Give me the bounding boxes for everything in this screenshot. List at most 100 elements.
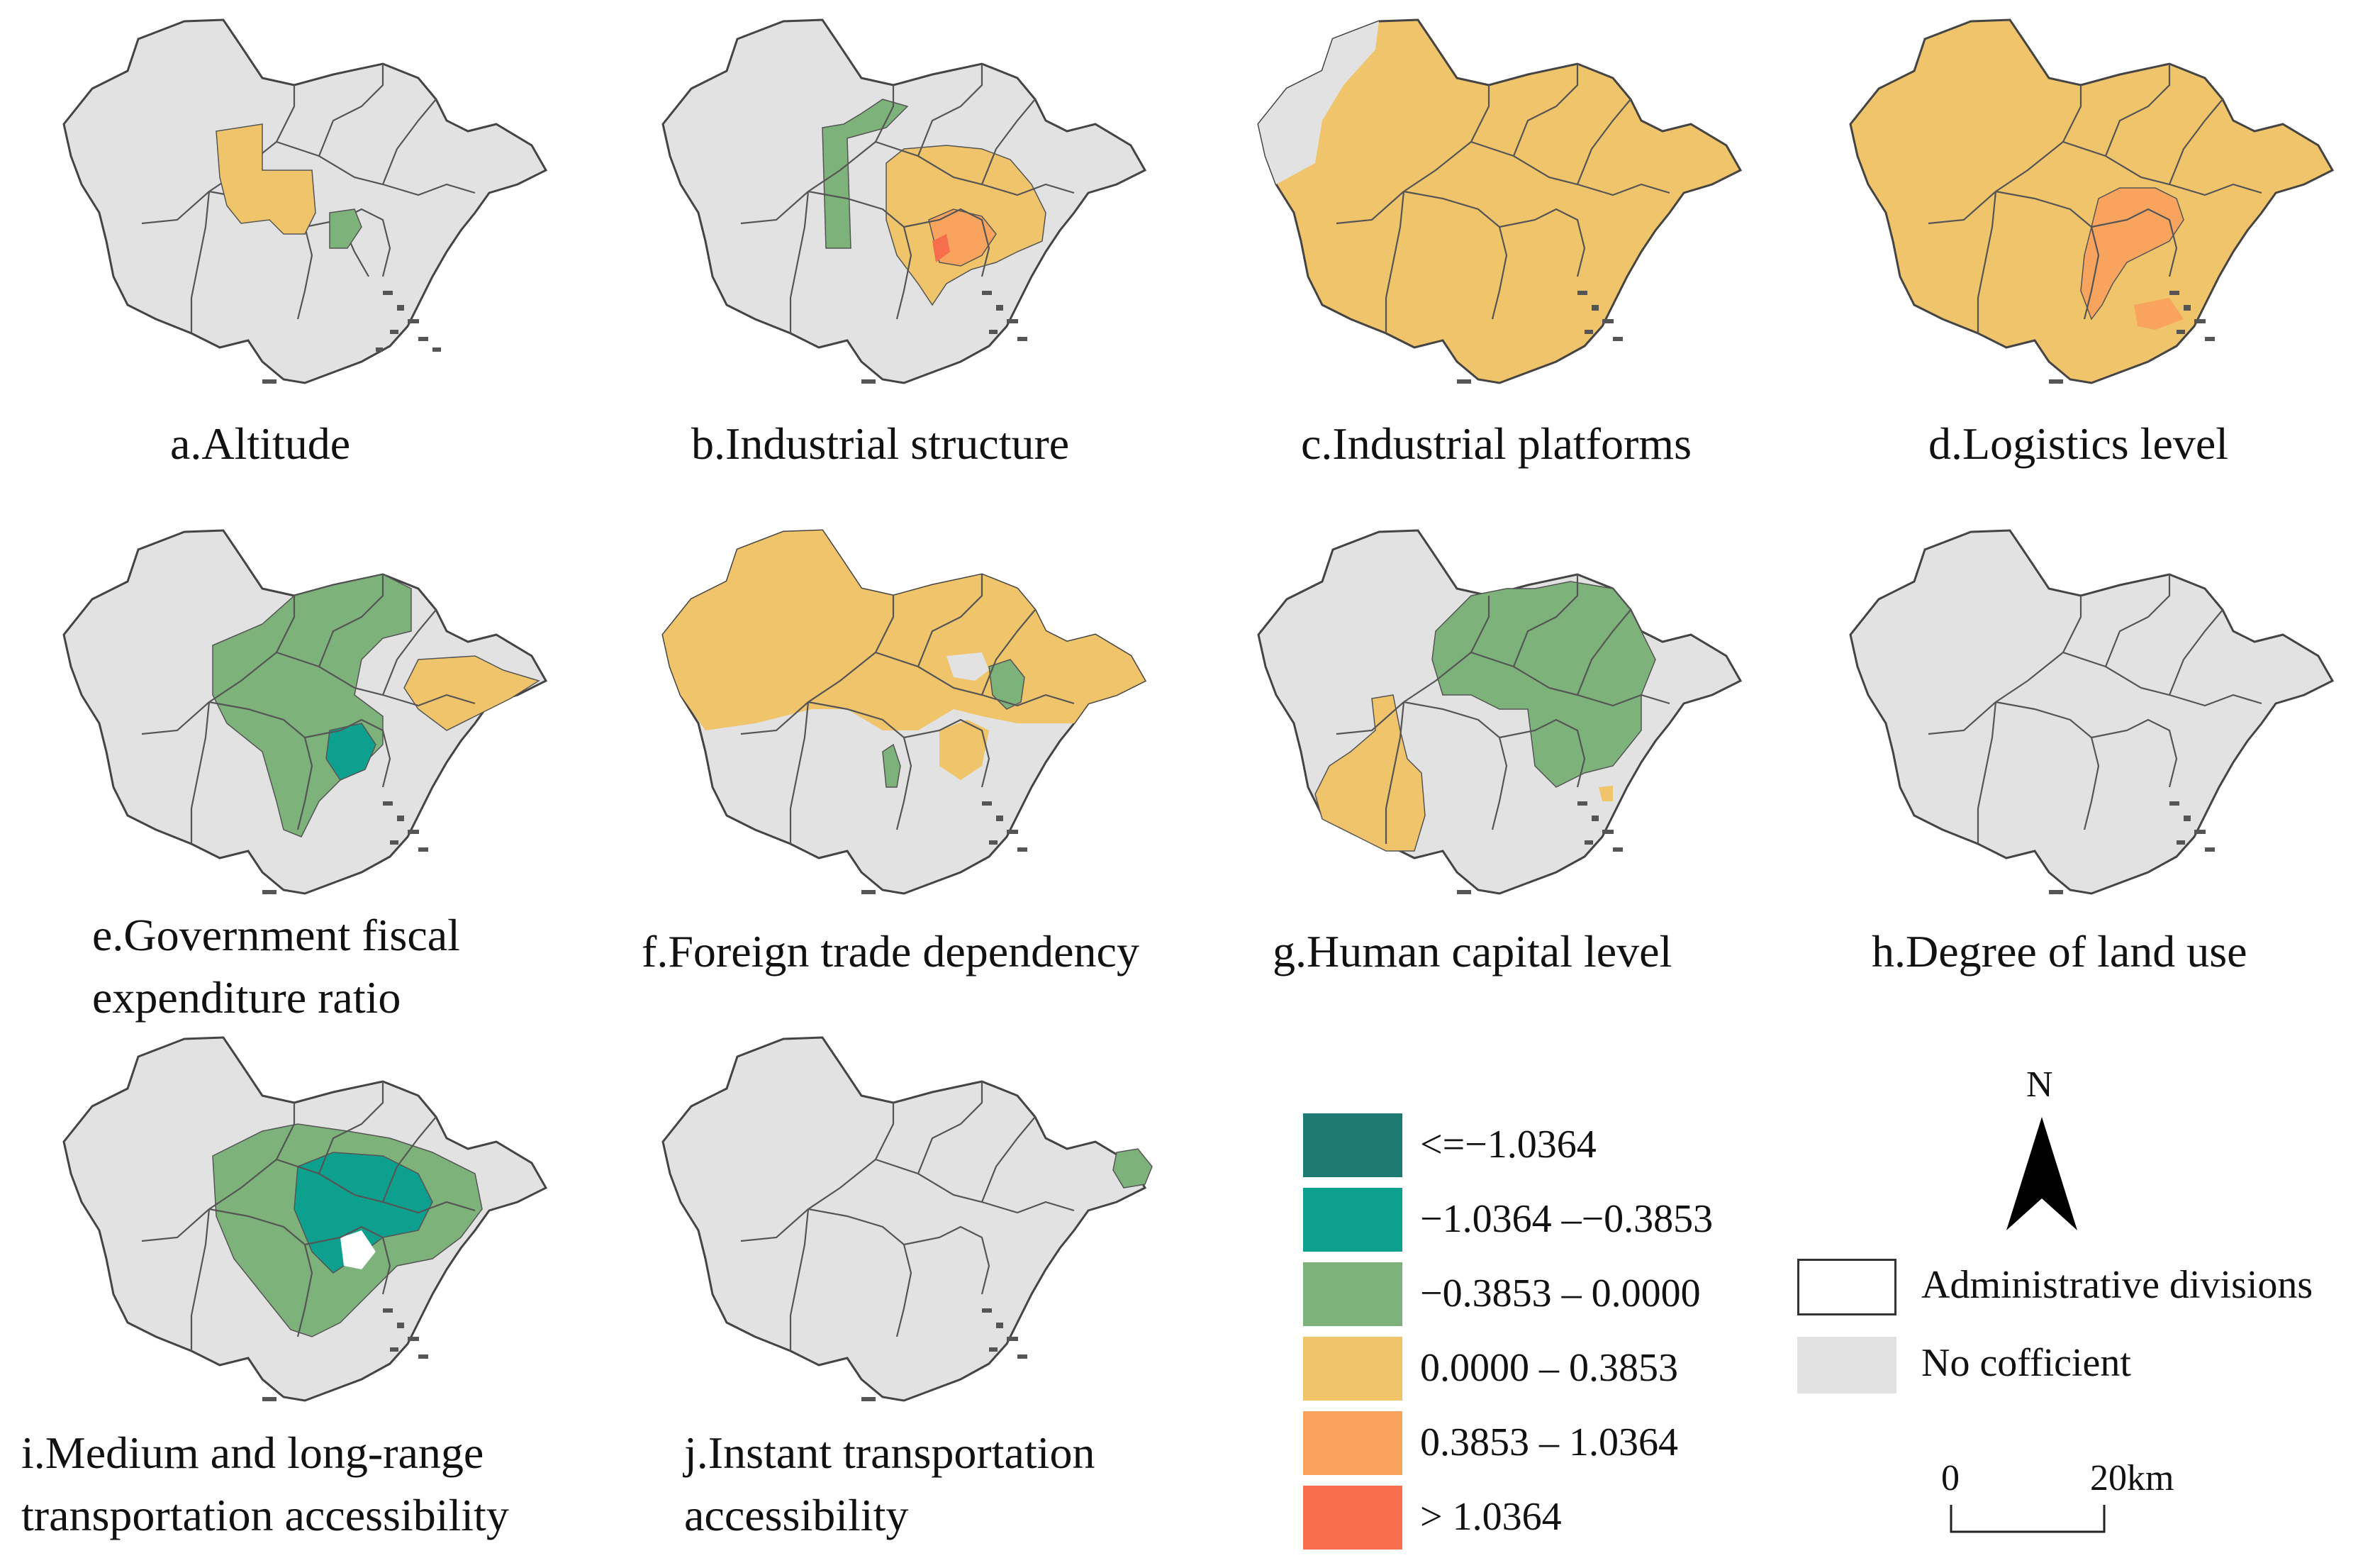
map-degree-of-land-use xyxy=(1849,529,2335,895)
admin-boundaries xyxy=(141,574,476,844)
islands xyxy=(262,801,428,894)
north-arrow: N xyxy=(1999,1064,2084,1241)
legend-label: > 1.0364 xyxy=(1420,1495,1562,1539)
scale-end-value: 20 xyxy=(2090,1458,2127,1498)
region-base xyxy=(1257,18,1743,384)
caption-line: d.Logistics level xyxy=(1928,418,2229,469)
scale-start-label: 0 xyxy=(1941,1458,1960,1498)
coefficient-surface xyxy=(1112,1148,1153,1189)
north-arrow-icon xyxy=(2006,1117,2077,1230)
map-panel-human-capital-level: g.Human capital level xyxy=(1237,518,1818,986)
legend-swatch xyxy=(1303,1113,1402,1177)
caption-line: g.Human capital level xyxy=(1273,926,1672,976)
map-altitude xyxy=(62,18,548,384)
panel-caption: h.Degree of land use xyxy=(1872,920,2247,983)
islands xyxy=(262,1308,428,1401)
legend-label: −1.0364 –−0.3853 xyxy=(1420,1197,1714,1241)
islands xyxy=(1457,291,1623,384)
map-panel-instant-transportation-accessibility: j.Instant transportation accessibility xyxy=(642,1025,1223,1549)
region-base xyxy=(1849,529,2335,895)
islands xyxy=(861,801,1027,894)
panel-caption: d.Logistics level xyxy=(1928,413,2228,475)
map-industrial-platforms xyxy=(1257,18,1743,384)
map-panel-logistics-level: d.Logistics level xyxy=(1829,7,2380,475)
map-panel-industrial-platforms: c.Industrial platforms xyxy=(1237,7,1818,475)
caption-line: h.Degree of land use xyxy=(1872,926,2247,976)
admin-boundaries xyxy=(1928,64,2262,333)
region-base xyxy=(1849,18,2335,384)
caption-line: accessibility xyxy=(684,1490,909,1540)
islands xyxy=(2049,801,2215,894)
coefficient-surface xyxy=(882,652,1025,788)
no-coefficient-swatch xyxy=(1797,1337,1896,1393)
panel-caption: a.Altitude xyxy=(170,413,350,475)
caption-line: j.Instant transportation xyxy=(684,1428,1095,1478)
admin-boundaries xyxy=(740,64,1075,333)
panel-caption: f.Foreign trade dependency xyxy=(642,920,1139,983)
no-coefficient-label: No cofficient xyxy=(1921,1341,2131,1385)
legend-label: 0.3853 – 1.0364 xyxy=(1420,1420,1678,1464)
admin-boundaries xyxy=(1336,574,1670,844)
region-base xyxy=(1257,529,1743,895)
legend-label: <=−1.0364 xyxy=(1420,1123,1597,1167)
map-panel-government-fiscal-expenditure: e.Government fiscal expenditure ratio xyxy=(43,518,624,1028)
scale-bar: 0 20km xyxy=(1935,1457,2219,1542)
map-panel-foreign-trade-dependency: f.Foreign trade dependency xyxy=(642,518,1223,986)
islands xyxy=(1457,801,1623,894)
scale-bar-line xyxy=(1950,1505,2106,1533)
panel-caption: i.Medium and long-range transportation a… xyxy=(21,1422,509,1547)
coefficient-surface xyxy=(216,123,362,249)
map-foreign-trade-dependency xyxy=(661,529,1147,895)
islands xyxy=(262,291,441,384)
map-panel-medium-long-range-accessibility: i.Medium and long-range transportation a… xyxy=(21,1025,624,1549)
panel-caption: b.Industrial structure xyxy=(691,413,1069,475)
legend-swatch xyxy=(1303,1188,1402,1252)
region-base xyxy=(661,529,1147,895)
map-human-capital-level xyxy=(1257,529,1743,895)
caption-line: i.Medium and long-range xyxy=(21,1428,484,1478)
coefficient-surface xyxy=(2080,187,2184,330)
legend-swatch xyxy=(1303,1411,1402,1475)
admin-boundaries xyxy=(1928,574,2262,844)
admin-boundaries xyxy=(740,574,1075,844)
islands xyxy=(2049,291,2215,384)
north-label: N xyxy=(2026,1064,2053,1105)
caption-line: f.Foreign trade dependency xyxy=(642,926,1139,976)
coefficient-surface xyxy=(212,574,540,838)
map-panel-altitude: a.Altitude xyxy=(43,7,624,475)
caption-line: a.Altitude xyxy=(170,418,351,469)
admin-boundaries xyxy=(141,1081,476,1351)
legend-swatch xyxy=(1303,1337,1402,1401)
legend-label: −0.3853 – 0.0000 xyxy=(1420,1272,1701,1315)
scale-end-label: 20km xyxy=(2090,1457,2174,1499)
caption-line: expenditure ratio xyxy=(92,972,401,1023)
admin-boundaries xyxy=(740,1081,1075,1351)
caption-line: e.Government fiscal xyxy=(92,910,460,960)
map-government-fiscal-expenditure xyxy=(62,529,548,895)
map-industrial-structure xyxy=(661,18,1147,384)
map-instant-transportation-accessibility xyxy=(661,1036,1153,1402)
map-logistics-level xyxy=(1849,18,2335,384)
scale-unit: km xyxy=(2127,1458,2174,1498)
map-medium-long-range-accessibility xyxy=(62,1036,548,1402)
caption-line: b.Industrial structure xyxy=(691,418,1070,469)
legend-swatch xyxy=(1303,1486,1402,1549)
admin-division-label: Administrative divisions xyxy=(1921,1263,2313,1307)
admin-division-swatch xyxy=(1797,1259,1896,1315)
panel-caption: j.Instant transportation accessibility xyxy=(684,1422,1095,1547)
legend-label: 0.0000 – 0.3853 xyxy=(1420,1346,1678,1390)
region-base xyxy=(661,1036,1147,1402)
caption-line: c.Industrial platforms xyxy=(1301,418,1692,469)
islands xyxy=(861,1308,1027,1401)
admin-boundaries xyxy=(1336,64,1670,333)
panel-caption: g.Human capital level xyxy=(1273,920,1672,983)
coefficient-surface xyxy=(212,1123,483,1337)
map-panel-degree-of-land-use: h.Degree of land use xyxy=(1829,518,2380,986)
coefficient-surface xyxy=(822,99,1046,306)
map-panel-industrial-structure: b.Industrial structure xyxy=(642,7,1223,475)
caption-line: transportation accessibility xyxy=(21,1490,509,1540)
panel-caption: c.Industrial platforms xyxy=(1301,413,1692,475)
islands xyxy=(861,291,1027,384)
panel-caption: e.Government fiscal expenditure ratio xyxy=(92,904,460,1029)
legend-swatch xyxy=(1303,1262,1402,1326)
